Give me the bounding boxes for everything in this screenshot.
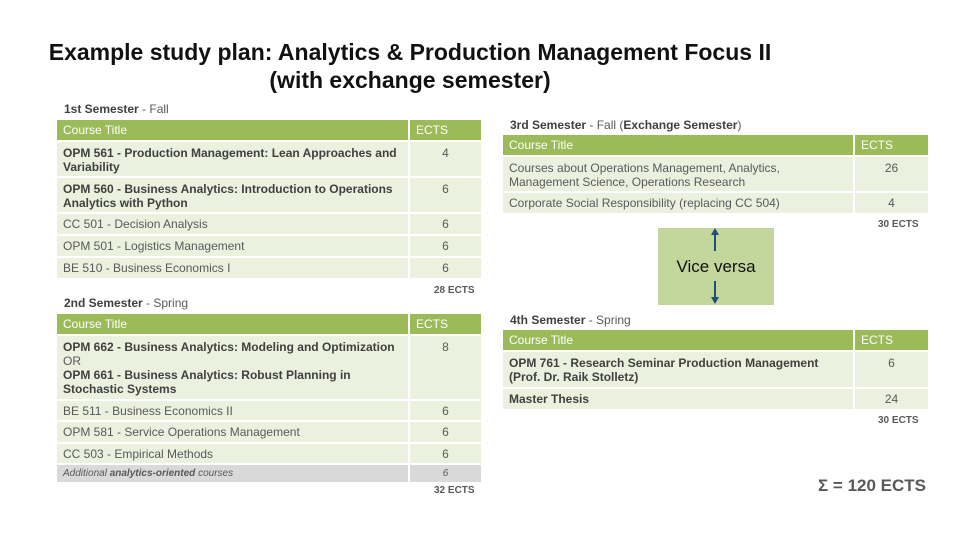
col-course-title: Course Title (503, 135, 854, 157)
course-title-option-a: OPM 662 - Business Analytics: Modeling a… (63, 340, 395, 354)
course-title-option-b: OPM 661 - Business Analytics: Robust Pla… (63, 368, 351, 396)
course-ects: 26 (853, 156, 928, 193)
arrow-up-icon (711, 228, 719, 251)
course-ects: 6 (408, 400, 481, 422)
course-title: OPM 560 - Business Analytics: Introducti… (63, 182, 393, 210)
col-ects: ECTS (408, 314, 481, 336)
table-row: OPM 561 - Production Management: Lean Ap… (57, 141, 481, 178)
sem2-total-ects: 32 ECTS (434, 485, 475, 496)
course-title: CC 503 - Empirical Methods (57, 443, 409, 465)
table-row: Master Thesis 24 (503, 388, 928, 411)
course-ects: 6 (408, 235, 481, 258)
course-ects: 4 (853, 192, 928, 215)
sem1-total-ects: 28 ECTS (434, 285, 475, 296)
sem3-label: 3rd Semester - Fall (Exchange Semester) (510, 118, 742, 132)
title-line-2: (with exchange semester) (269, 67, 551, 93)
col-course-title: Course Title (57, 120, 409, 142)
course-ects: 4 (408, 141, 481, 178)
vice-versa-label: Vice versa (676, 256, 756, 276)
table-header: Course Title ECTS (57, 120, 481, 142)
course-ects: 6 (408, 213, 481, 236)
table-row: OPM 560 - Business Analytics: Introducti… (57, 177, 481, 214)
course-title: CC 501 - Decision Analysis (57, 213, 409, 236)
slide-title: Example study plan: Analytics & Producti… (0, 38, 820, 94)
course-title: OPM 501 - Logistics Management (57, 235, 409, 258)
course-title: OPM 561 - Production Management: Lean Ap… (63, 146, 397, 174)
course-ects: 6 (408, 257, 481, 280)
course-title: Master Thesis (509, 392, 590, 406)
table-row: Additional analytics-oriented courses 6 (57, 464, 481, 484)
course-ects: 6 (408, 464, 481, 484)
or-label: OR (63, 354, 81, 368)
table-header: Course Title ECTS (503, 135, 928, 157)
course-ects: 6 (408, 443, 481, 465)
table-header: Course Title ECTS (57, 314, 481, 336)
table-row: OPM 501 - Logistics Management 6 (57, 235, 481, 258)
table-row: OPM 581 - Service Operations Management … (57, 421, 481, 444)
course-ects: 6 (853, 351, 928, 389)
col-course-title: Course Title (57, 314, 409, 336)
sem3-table: Course Title ECTS Courses about Operatio… (503, 135, 928, 215)
table-row: Courses about Operations Management, Ana… (503, 156, 928, 193)
sem4-table: Course Title ECTS OPM 761 - Research Sem… (503, 330, 928, 411)
course-title: BE 511 - Business Economics II (57, 400, 409, 422)
sem4-label: 4th Semester - Spring (510, 313, 631, 327)
sem2-label: 2nd Semester - Spring (64, 296, 189, 310)
sem4-total-ects: 30 ECTS (878, 415, 919, 426)
course-ects: 8 (408, 335, 481, 401)
arrow-down-icon (711, 281, 719, 304)
table-row: CC 503 - Empirical Methods 6 (57, 443, 481, 465)
table-header: Course Title ECTS (503, 330, 928, 352)
table-row: OPM 761 - Research Seminar Production Ma… (503, 351, 928, 389)
table-row: OPM 662 - Business Analytics: Modeling a… (57, 335, 481, 401)
course-title: Courses about Operations Management, Ana… (503, 156, 854, 193)
course-title: BE 510 - Business Economics I (57, 257, 409, 280)
col-ects: ECTS (853, 135, 928, 157)
table-row: Corporate Social Responsibility (replaci… (503, 192, 928, 215)
col-ects: ECTS (853, 330, 928, 352)
course-title: Corporate Social Responsibility (replaci… (503, 192, 854, 215)
table-row: CC 501 - Decision Analysis 6 (57, 213, 481, 236)
course-title: Additional analytics-oriented courses (57, 464, 409, 484)
course-ects: 6 (408, 177, 481, 214)
course-ects: 6 (408, 421, 481, 444)
sem1-table: Course Title ECTS OPM 561 - Production M… (57, 120, 481, 280)
sem2-table: Course Title ECTS OPM 662 - Business Ana… (57, 314, 481, 484)
course-ects: 24 (853, 388, 928, 411)
col-course-title: Course Title (503, 330, 854, 352)
sem3-total-ects: 30 ECTS (878, 219, 919, 230)
total-sum: Σ = 120 ECTS (818, 476, 927, 495)
title-line-1: Example study plan: Analytics & Producti… (48, 39, 772, 65)
table-row: BE 510 - Business Economics I 6 (57, 257, 481, 280)
sem1-label: 1st Semester - Fall (64, 102, 169, 116)
course-title: OPM 761 - Research Seminar Production Ma… (509, 356, 819, 384)
table-row: BE 511 - Business Economics II 6 (57, 400, 481, 422)
course-title: OPM 581 - Service Operations Management (57, 421, 409, 444)
col-ects: ECTS (408, 120, 481, 142)
